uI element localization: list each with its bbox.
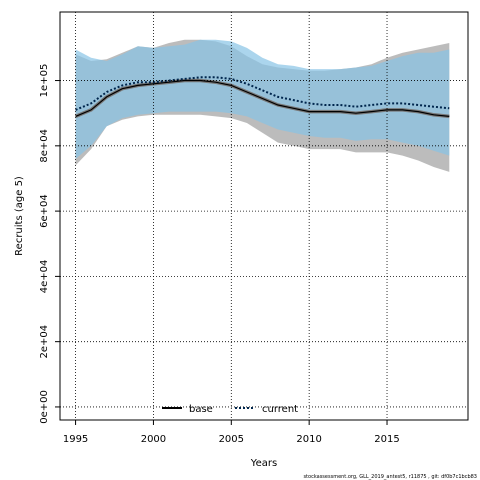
confidence-bands [75,39,450,172]
y-tick-label: 1e+05 [39,64,50,98]
x-tick-label: 2015 [374,434,399,445]
x-tick-label: 2010 [296,434,321,445]
legend-base-label: base [189,404,213,415]
y-tick-label: 8e+04 [39,129,50,163]
line-base [75,79,450,117]
series-lines [74,76,450,119]
y-tick-label: 0e+00 [39,390,50,424]
line-current [75,76,450,111]
legend-current-label: current [262,404,298,415]
footnote: stockassessment.org, GLL_2019_antest5, r… [303,474,477,480]
x-tick-label: 1995 [63,434,88,445]
y-tick-label: 4e+04 [39,260,50,294]
x-tick-label: 2005 [219,434,244,445]
x-axis-title: Years [250,458,277,469]
y-tick-label: 2e+04 [39,325,50,359]
y-axis-title: Recruits (age 5) [14,176,25,256]
x-tick-label: 2000 [141,434,166,445]
legend: base current [162,404,298,415]
y-tick-label: 6e+04 [39,194,50,228]
y-axis: 0e+00 2e+04 4e+04 6e+04 8e+04 1e+05 [39,64,60,424]
grid-lines [60,12,468,420]
plot-frame [59,11,469,421]
x-axis: 1995 2000 2005 2010 2015 [63,420,400,445]
